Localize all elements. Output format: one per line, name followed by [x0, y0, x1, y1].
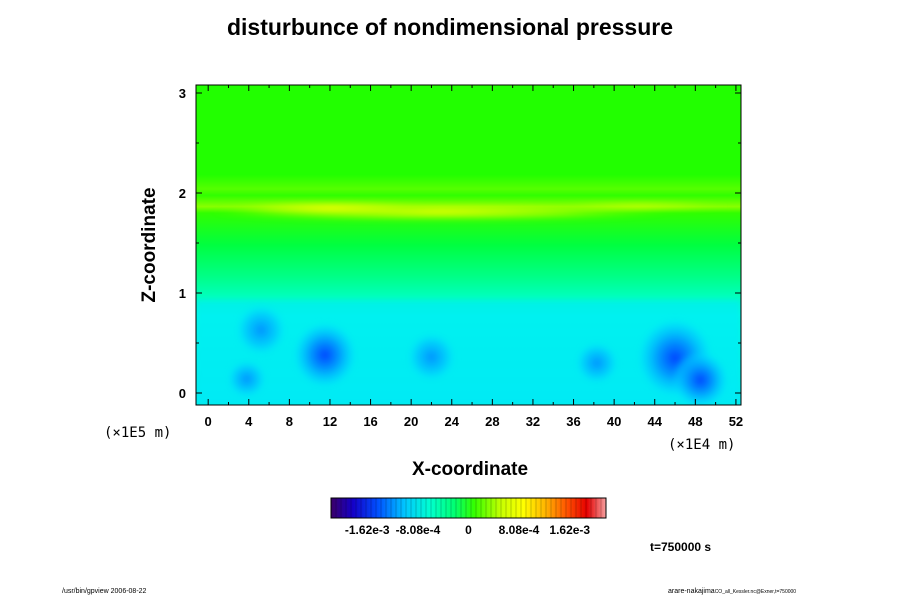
x-tick-label: 4	[245, 414, 253, 429]
x-tick-label: 20	[404, 414, 418, 429]
x-tick-label: 16	[363, 414, 377, 429]
time-label: t=750000 s	[650, 540, 712, 554]
y-tick-label: 0	[179, 386, 186, 401]
footer-right-small: CO_all_Kessler.nc@Exner,t=750000	[714, 589, 797, 595]
plot-area	[196, 85, 741, 405]
colorbar-frame	[330, 497, 607, 519]
x-tick-label: 40	[607, 414, 621, 429]
pressure-band-high	[550, 201, 730, 211]
colorbar-levels	[335, 498, 602, 518]
x-tick-label: 12	[323, 414, 337, 429]
y-tick-label: 2	[179, 186, 186, 201]
pressure-cells	[226, 303, 729, 405]
x-tick-label: 52	[729, 414, 743, 429]
z-axis-unit: (×1E5 m)	[104, 425, 172, 441]
colorbar-tick-label: 1.62e-3	[549, 523, 590, 537]
colorbar-tick-label: -1.62e-3	[345, 523, 390, 537]
colorbar-tick-label: 8.08e-4	[499, 523, 540, 537]
pressure-cell	[226, 359, 267, 399]
colorbar-labels: -1.62e-3 -8.08e-4 0 8.08e-4 1.62e-3	[345, 523, 591, 537]
pressure-cell	[672, 351, 729, 405]
x-tick-label: 32	[526, 414, 540, 429]
colorbar-fill	[331, 498, 606, 518]
x-tick-label: 0	[205, 414, 212, 429]
x-tick-label: 28	[485, 414, 499, 429]
footer-right-main: arare-nakajima	[668, 588, 715, 595]
colorbar-tick-label: 0	[465, 523, 472, 537]
x-axis-unit: (×1E4 m)	[668, 437, 736, 453]
x-tick-label: 24	[445, 414, 460, 429]
pressure-cell	[292, 321, 357, 389]
pressure-cell	[406, 332, 457, 382]
x-tick-label: 48	[688, 414, 702, 429]
x-tick-label: 36	[566, 414, 580, 429]
pressure-cell	[234, 303, 287, 357]
y-tick-label: 3	[179, 86, 186, 101]
colorbar: -1.62e-3 -8.08e-4 0 8.08e-4 1.62e-3	[330, 497, 607, 537]
plot-frame	[195, 84, 742, 406]
y-tick-label: 1	[179, 286, 186, 301]
pressure-band-high	[220, 201, 440, 215]
z-axis-title: Z-coordinate	[139, 187, 160, 303]
pressure-cell	[574, 341, 619, 385]
x-axis-title: X-coordinate	[411, 459, 529, 480]
x-tick-label: 44	[647, 414, 662, 429]
chart-title: disturbunce of nondimensional pressure	[226, 14, 673, 40]
x-tick-label: 8	[286, 414, 293, 429]
footer-left: /usr/bin/gpview 2006-08-22	[62, 588, 147, 595]
footer-right: arare-nakajimaCO_all_Kessler.nc@Exner,t=…	[668, 588, 796, 595]
colorbar-tick-label: -8.08e-4	[396, 523, 441, 537]
